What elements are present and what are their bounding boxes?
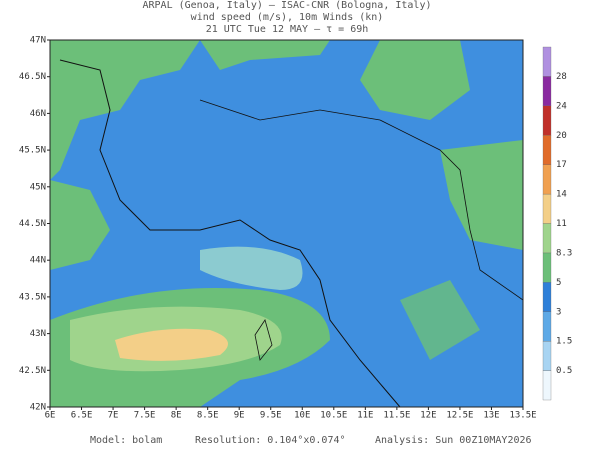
colorbar-label: 28 [556, 72, 567, 82]
footer-analysis: Analysis: Sun 00Z10MAY2026 [375, 435, 532, 446]
footer-model: Model: bolam [90, 435, 162, 446]
colorbar-segment [542, 223, 552, 254]
lat-label: 43.5N [19, 292, 46, 302]
lat-label: 47N [30, 36, 46, 46]
colorbar-segment [542, 311, 552, 342]
colorbar-label: 24 [556, 101, 567, 111]
colorbar-segment [542, 282, 552, 312]
colorbar-label: 1.5 [556, 337, 572, 347]
colorbar-segment [542, 341, 552, 371]
lat-label: 45N [30, 182, 46, 192]
footer-resolution: Resolution: 0.104°x0.074° [195, 435, 346, 446]
colorbar-label: 17 [556, 160, 567, 170]
colorbar-label: 0.5 [556, 366, 572, 376]
lat-label: 46.5N [19, 72, 46, 82]
lat-label: 44N [30, 256, 46, 266]
lon-label: 6E [45, 411, 56, 421]
header-line: 21 UTC Tue 12 MAY — τ = 69h [206, 24, 369, 35]
lon-label: 12.5E [446, 411, 473, 421]
lat-label: 42N [30, 403, 46, 413]
colorbar-segment [542, 105, 552, 136]
colorbar-label: 20 [556, 131, 567, 141]
colorbar-segment [542, 46, 552, 77]
lon-label: 9.5E [260, 411, 282, 421]
colorbar-label: 11 [556, 219, 567, 229]
lat-label: 43N [30, 329, 46, 339]
lat-label: 46N [30, 109, 46, 119]
colorbar-segment [542, 193, 552, 224]
lat-label: 42.5N [19, 366, 46, 376]
lon-label: 8.5E [197, 411, 219, 421]
lon-label: 13.5E [509, 411, 536, 421]
lon-label: 9E [234, 411, 245, 421]
lon-label: 10E [294, 411, 310, 421]
colorbar-segment [542, 76, 552, 106]
lon-label: 13E [483, 411, 499, 421]
colorbar-segment [542, 370, 552, 401]
colorbar-label: 3 [556, 307, 561, 317]
lon-label: 12E [420, 411, 436, 421]
lon-label: 11E [357, 411, 373, 421]
lon-label: 8E [171, 411, 182, 421]
lon-label: 7.5E [134, 411, 156, 421]
lon-label: 10.5E [320, 411, 347, 421]
lon-label: 7E [108, 411, 119, 421]
colorbar-label: 14 [556, 190, 567, 200]
header-line: wind speed (m/s), 10m Winds (kn) [191, 12, 384, 23]
colorbar-segment [542, 164, 552, 195]
map-area [50, 40, 523, 407]
lon-label: 11.5E [383, 411, 410, 421]
lat-label: 45.5N [19, 146, 46, 156]
header-line: ARPAL (Genoa, Italy) — ISAC-CNR (Bologna… [143, 0, 432, 11]
colorbar-label: 8.3 [556, 248, 572, 258]
colorbar-segment [542, 252, 552, 283]
colorbar-segment [542, 135, 552, 165]
lat-label: 44.5N [19, 219, 46, 229]
lon-label: 6.5E [71, 411, 93, 421]
colorbar-label: 5 [556, 278, 561, 288]
